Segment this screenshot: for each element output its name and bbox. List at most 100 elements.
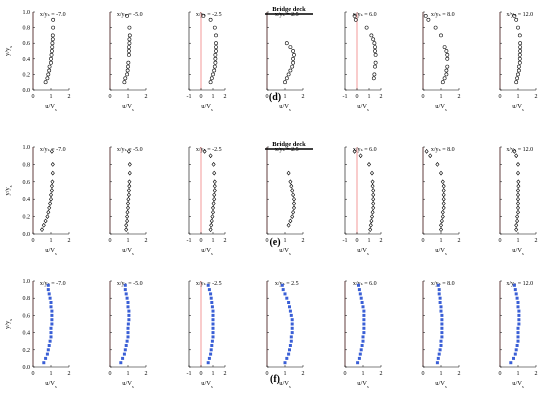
x-tick-label: 2 [380,238,383,244]
data-point [50,49,54,53]
data-point [445,56,450,61]
position-annotation: x/yₛ = 12.0 [506,147,533,153]
plot-2-5: 0 1 2 x/yₛ = 8.0 [422,280,461,377]
data-point [289,335,293,339]
data-point [517,60,522,65]
data-point [49,305,53,309]
data-point [516,331,520,335]
data-point [370,183,375,189]
data-point [123,348,127,352]
plot-1-4: -1 0 1 2 x/yₛ = 6.0 [343,146,383,244]
data-point [290,322,294,326]
data-point [518,45,523,50]
data-point [439,227,443,233]
data-point [518,41,523,46]
data-point [50,179,55,185]
x-tick-label: 0 [499,238,502,244]
data-point [127,33,132,38]
position-annotation: x/yₛ = 6.0 [353,12,377,18]
data-point [126,53,131,57]
data-point [517,53,522,57]
data-point [126,301,130,304]
position-annotation: x/yₛ = 2.5 [275,281,299,287]
plot-1-0: 0.0 0.2 0.4 0.6 0.8 1.0 0 1 2 x/yₛ = -7.0 [23,145,71,244]
y-axis-label: y/ys [4,46,13,56]
data-point [518,49,523,53]
position-annotation: x/yₛ = -2.5 [196,12,222,18]
data-point [513,352,517,356]
data-point [290,326,294,330]
x-tick-label: 0 [200,94,203,100]
y-tick-label: 0.4 [23,57,31,63]
data-point [210,305,214,309]
position-annotation: x/yₛ = 12.0 [506,281,533,287]
data-point [436,283,440,287]
data-point [516,25,520,30]
x-tick-label: 0 [200,238,203,244]
position-annotation: x/yₛ = -5.0 [117,281,143,287]
x-tick-label: 1 [440,371,443,377]
data-point [49,53,54,57]
data-point [356,361,360,365]
data-point [125,13,130,18]
data-point [371,76,376,81]
data-point [45,352,49,356]
x-tick-label: 1 [517,371,520,377]
data-point [358,352,362,356]
y-tick-label: 0.8 [23,26,31,32]
data-point [212,170,217,176]
data-point [353,17,358,22]
x-tick-label: 2 [535,371,538,377]
x-axis-label: u/Vs [45,103,57,112]
data-point [210,214,215,219]
data-point [289,339,293,343]
data-point [50,322,54,326]
data-point [126,148,131,154]
data-point [445,53,450,57]
data-point [292,196,296,202]
position-annotation: x/yₛ = 2.5 [275,147,299,153]
data-point [51,17,56,22]
x-tick-label: 2 [535,94,538,100]
data-point [441,188,446,193]
data-point [50,45,55,50]
x-tick-label: -1 [187,94,192,100]
data-point [444,68,449,73]
data-point [126,192,131,198]
data-point [127,41,132,46]
data-point [50,309,54,313]
data-point [357,288,361,292]
data-point [373,64,377,69]
data-point [368,222,373,228]
data-point [442,76,447,81]
data-point [127,183,132,189]
data-point [440,214,445,219]
data-point [125,209,130,215]
y-tick-label: 0.0 [23,365,31,371]
data-point [49,183,54,189]
position-annotation: x/yₛ = 8.0 [431,12,455,18]
y-tick-label: 1.0 [23,145,31,151]
x-tick-label: 2 [224,238,227,244]
data-point [444,49,449,53]
data-point [433,25,438,30]
x-tick-label: 2 [380,94,383,100]
data-point [126,45,131,50]
plot-1-6: 0 1 2 x/yₛ = 12.0 [499,146,538,244]
data-point [126,201,130,206]
data-point [125,218,130,224]
x-tick-label: 1 [212,94,215,100]
data-point [439,33,443,38]
data-point [288,309,292,313]
data-point [210,339,214,343]
data-point [214,45,218,50]
data-point [213,53,218,57]
data-point [368,227,373,233]
x-tick-label: 0 [266,238,269,244]
data-point [211,326,215,330]
x-tick-label: 1 [127,238,130,244]
data-point [439,222,443,228]
x-tick-label: 2 [145,238,148,244]
data-point [289,313,293,317]
data-point [517,322,521,326]
